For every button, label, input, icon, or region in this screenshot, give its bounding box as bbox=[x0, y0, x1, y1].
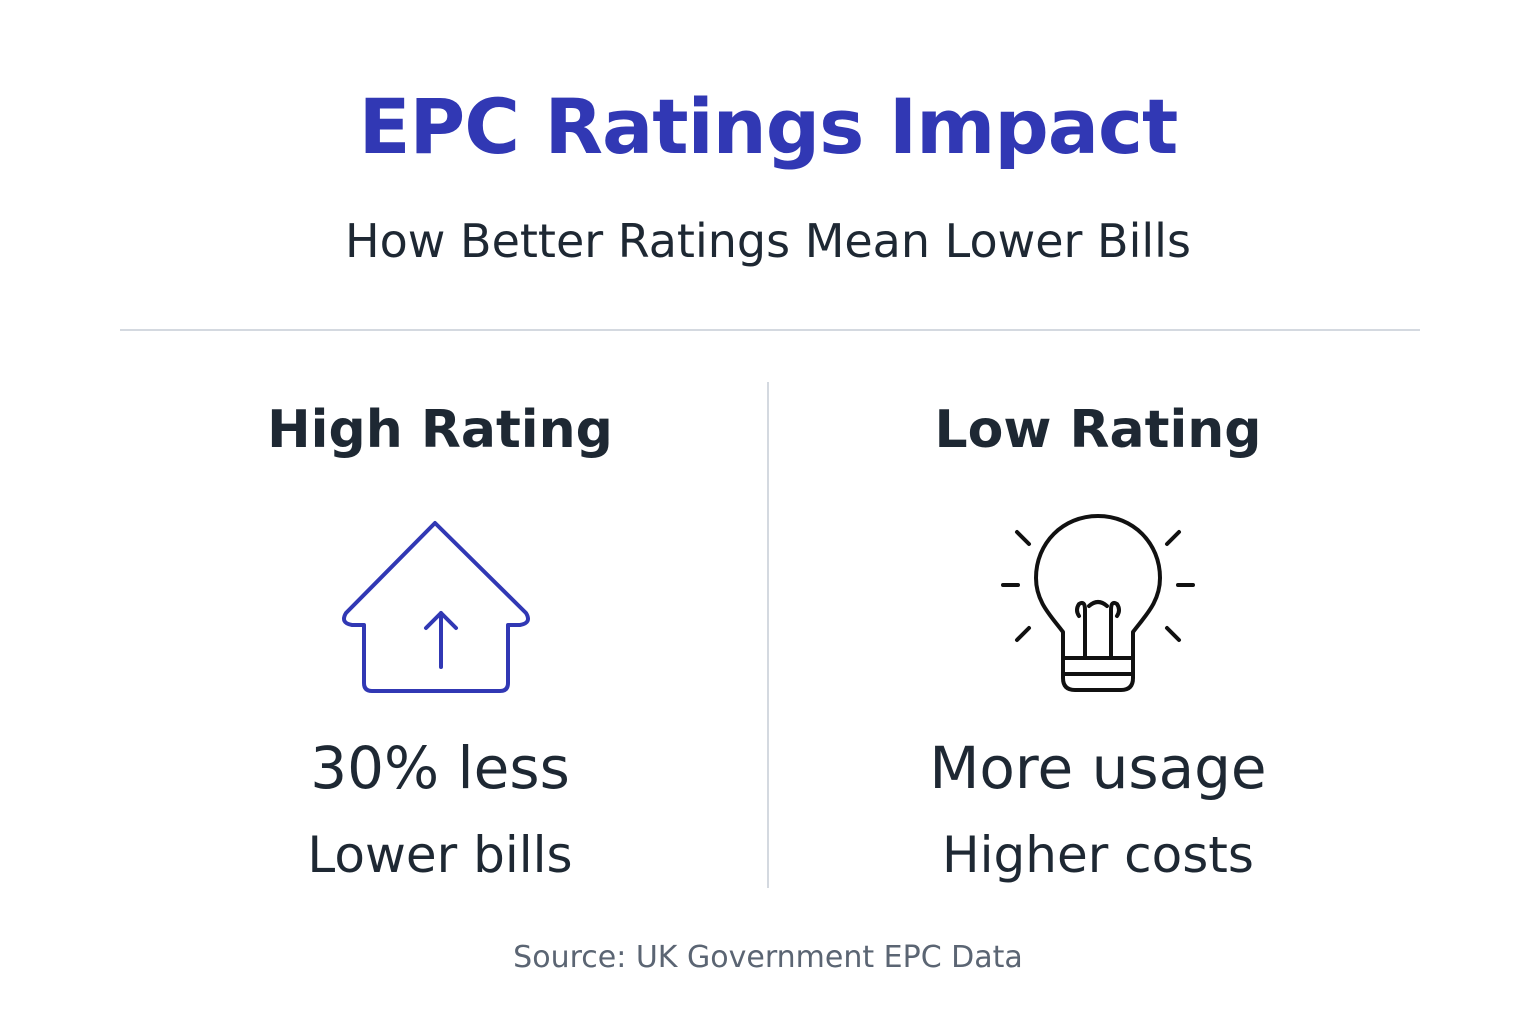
divider bbox=[120, 329, 1420, 331]
bulb-icon bbox=[1001, 514, 1195, 692]
stat: 30% less bbox=[310, 734, 570, 802]
heading: Low Rating bbox=[934, 400, 1262, 460]
stat: More usage bbox=[929, 734, 1267, 802]
title: EPC Ratings Impact bbox=[358, 82, 1179, 171]
caption: Higher costs bbox=[942, 826, 1254, 884]
column-divider bbox=[767, 382, 769, 888]
column: Low Rating More usage Higher costs bbox=[768, 0, 1428, 1024]
caption: Lower bills bbox=[307, 826, 573, 884]
column: High Rating 30% less Lower bills bbox=[110, 0, 770, 1024]
house-icon bbox=[342, 521, 530, 693]
source: Source: UK Government EPC Data bbox=[513, 940, 1023, 975]
heading: High Rating bbox=[267, 400, 613, 460]
subtitle: How Better Ratings Mean Lower Bills bbox=[345, 214, 1191, 268]
